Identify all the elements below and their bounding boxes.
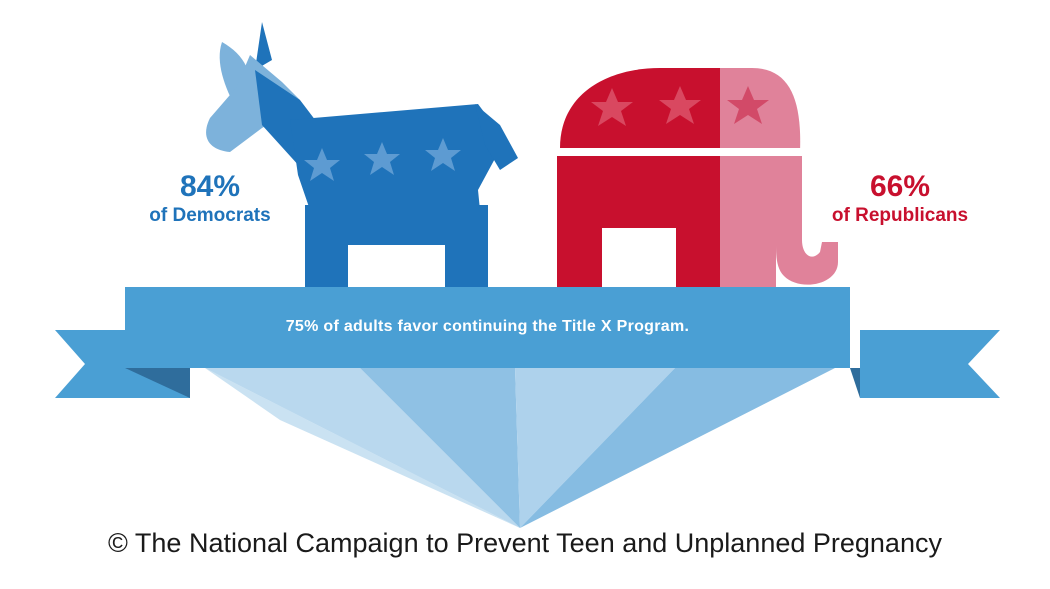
republicans-percent: 66% xyxy=(869,170,931,203)
republicans-stat: 66% of Republicans xyxy=(815,170,985,226)
light-rays xyxy=(205,368,835,528)
banner-text: 75% of adults favor continuing the Title… xyxy=(285,318,690,335)
elephant-icon xyxy=(555,68,838,288)
democrats-stat: 84% of Democrats xyxy=(130,170,290,226)
democrats-label: of Democrats xyxy=(149,205,271,226)
republicans-label: of Republicans xyxy=(831,205,969,226)
banner xyxy=(125,287,850,368)
copyright-notice: © The National Campaign to Prevent Teen … xyxy=(108,528,942,558)
donkey-icon xyxy=(206,22,518,288)
democrats-percent: 84% xyxy=(179,170,241,203)
